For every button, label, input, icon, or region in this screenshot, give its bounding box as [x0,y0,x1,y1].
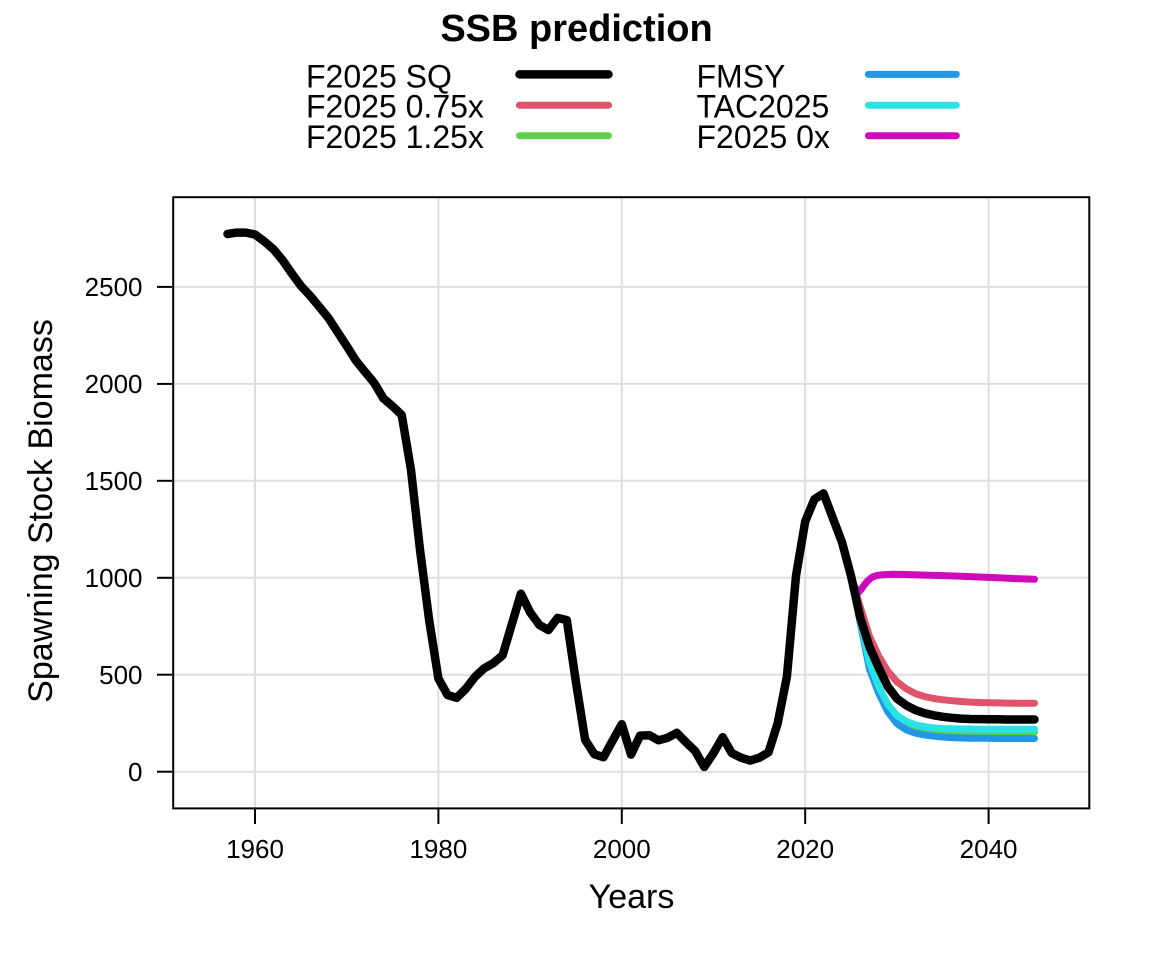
svg-text:1960: 1960 [226,834,284,864]
svg-text:TAC2025: TAC2025 [697,89,830,125]
svg-text:2000: 2000 [85,369,143,399]
svg-text:2500: 2500 [85,272,143,302]
svg-text:Years: Years [589,878,675,916]
svg-text:F2025 0.75x: F2025 0.75x [306,89,484,125]
svg-text:F2025 SQ: F2025 SQ [306,58,452,94]
svg-text:2000: 2000 [593,834,651,864]
svg-text:0: 0 [128,757,142,787]
svg-text:Spawning Stock Biomass: Spawning Stock Biomass [22,319,60,703]
svg-text:F2025 1.25x: F2025 1.25x [306,119,484,155]
svg-text:1500: 1500 [85,466,143,496]
svg-text:2020: 2020 [776,834,834,864]
svg-text:500: 500 [99,660,142,690]
svg-text:2040: 2040 [960,834,1018,864]
svg-text:1000: 1000 [85,563,143,593]
svg-text:F2025 0x: F2025 0x [697,119,830,155]
svg-text:SSB prediction: SSB prediction [440,8,712,50]
svg-text:1980: 1980 [409,834,467,864]
svg-text:FMSY: FMSY [697,58,786,94]
